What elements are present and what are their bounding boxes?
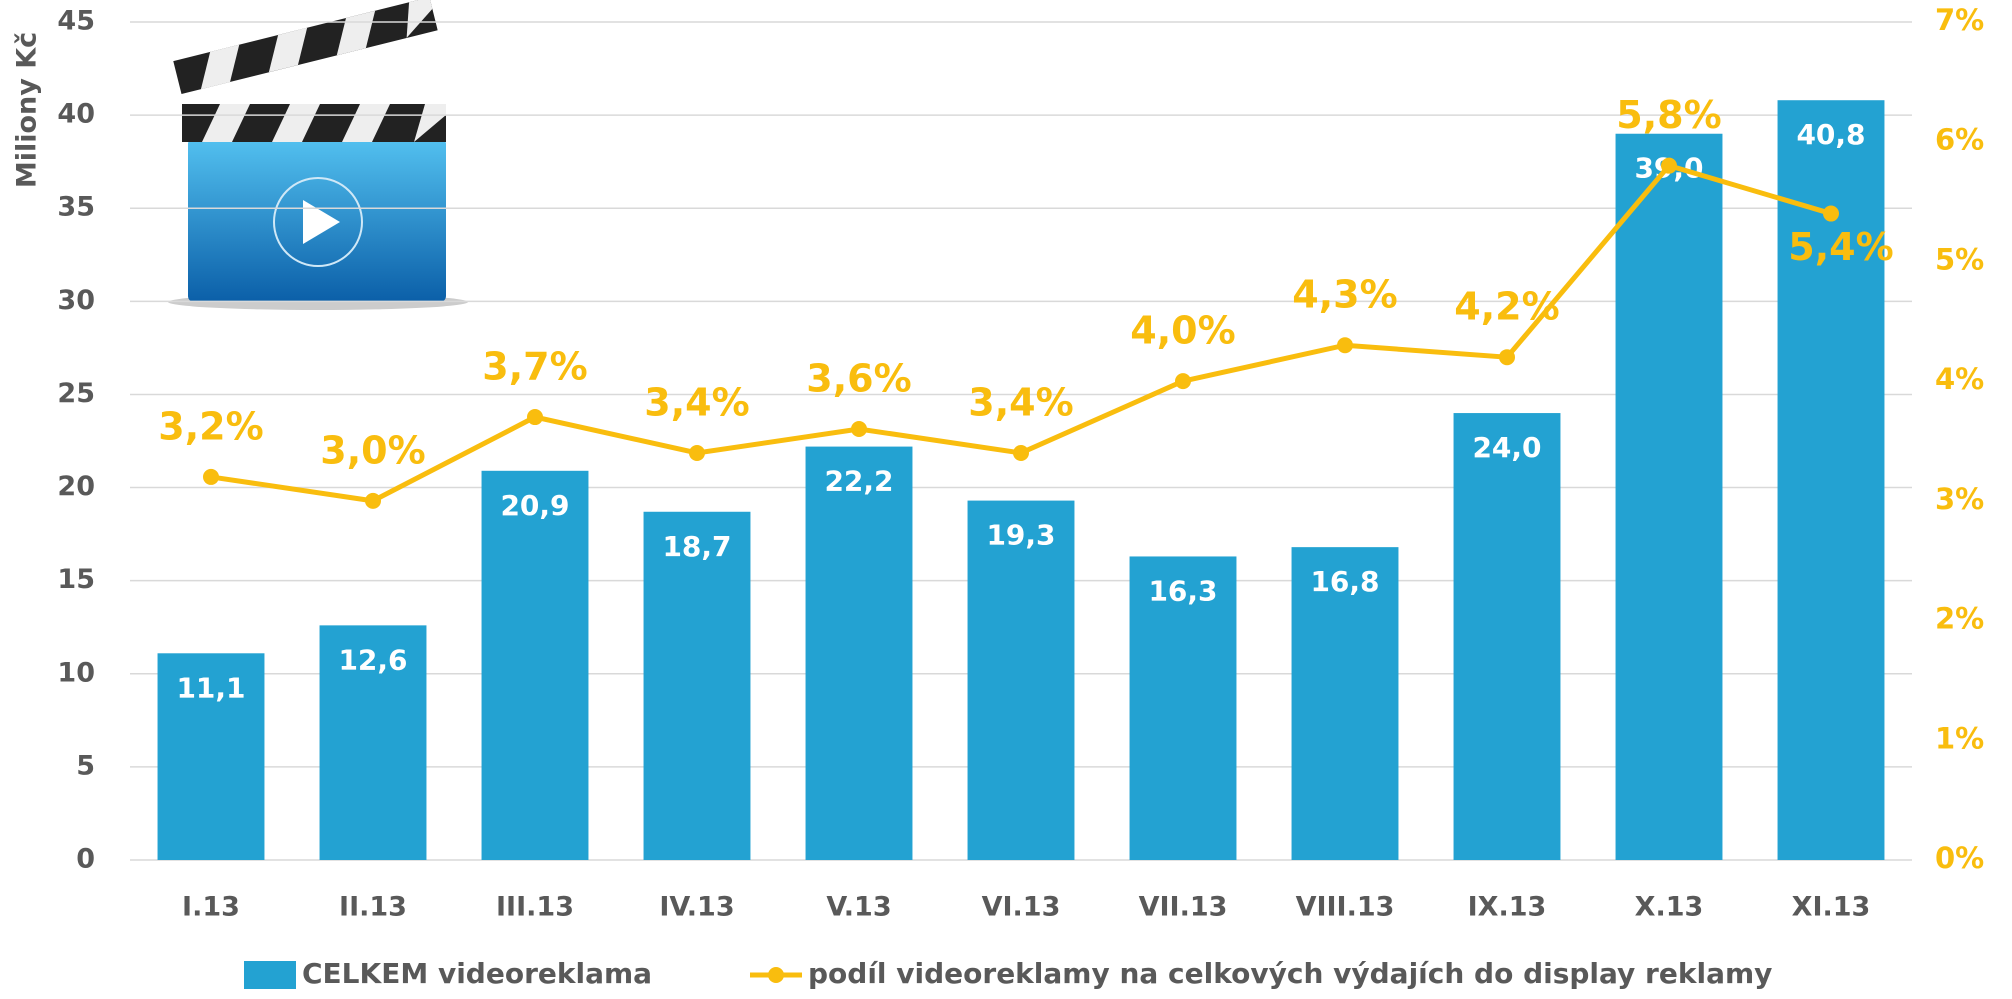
y-axis-label: Miliony Kč	[12, 32, 43, 188]
bar-value-label: 18,7	[662, 530, 731, 563]
line-value-label: 3,4%	[968, 380, 1073, 424]
y-tick-label: 5	[76, 750, 95, 781]
y-tick-label: 40	[57, 99, 95, 130]
bar-value-label: 40,8	[1796, 118, 1865, 151]
x-tick-label: V.13	[826, 892, 891, 923]
line-point	[203, 468, 219, 485]
bar-value-label: 19,3	[986, 519, 1055, 552]
x-tick-label: III.13	[496, 892, 574, 923]
line-point	[851, 421, 867, 438]
line-point	[1499, 349, 1515, 366]
line-value-label: 4,0%	[1130, 309, 1235, 353]
bar-value-label: 12,6	[338, 643, 407, 676]
legend-label: CELKEM videoreklama	[302, 957, 652, 990]
bar	[967, 500, 1075, 860]
x-tick-label: I.13	[182, 892, 240, 923]
y-tick-label: 0	[76, 844, 95, 875]
line-value-label: 4,2%	[1454, 285, 1559, 329]
line-value-label: 3,7%	[482, 345, 587, 389]
x-tick-label: XI.13	[1792, 892, 1871, 923]
y-tick-label: 45	[57, 6, 95, 37]
y-tick-label: 15	[57, 564, 95, 595]
x-tick-label: IX.13	[1468, 892, 1547, 923]
legend-label: podíl videoreklamy na celkových výdajích…	[808, 957, 1772, 990]
y2-tick-label: 1%	[1935, 721, 1984, 755]
line-point	[689, 444, 705, 461]
x-tick-label: VII.13	[1139, 892, 1228, 923]
bar	[805, 446, 913, 860]
bar	[157, 653, 265, 860]
y2-tick-label: 7%	[1935, 3, 1984, 37]
bar-value-label: 11,1	[176, 671, 245, 704]
x-tick-label: IV.13	[659, 892, 734, 923]
bar-value-label: 20,9	[500, 489, 569, 522]
x-tick-label: II.13	[339, 892, 407, 923]
bar-value-label: 24,0	[1472, 431, 1541, 464]
y-tick-label: 35	[57, 192, 95, 223]
line-point	[527, 409, 543, 426]
y2-tick-label: 2%	[1935, 602, 1984, 636]
y2-tick-label: 0%	[1935, 841, 1984, 875]
bar	[643, 511, 751, 860]
legend-swatch	[768, 967, 784, 983]
bar-value-label: 16,3	[1148, 574, 1217, 607]
line-value-label: 3,4%	[644, 380, 749, 424]
line-value-label: 3,0%	[320, 428, 425, 472]
x-tick-label: X.13	[1635, 892, 1704, 923]
line-value-label: 3,6%	[806, 357, 911, 401]
line-point	[1337, 337, 1353, 354]
line-point	[1823, 205, 1839, 222]
bar	[1777, 100, 1885, 861]
bar	[1291, 547, 1399, 860]
line-value-label: 5,4%	[1788, 225, 1893, 269]
y2-tick-label: 3%	[1935, 482, 1984, 516]
y2-tick-label: 4%	[1935, 362, 1984, 396]
line-point	[1661, 157, 1677, 174]
bar	[481, 470, 589, 860]
y-tick-label: 10	[57, 657, 95, 688]
bar	[1129, 556, 1237, 860]
x-tick-label: VI.13	[982, 892, 1061, 923]
line-point	[1013, 444, 1029, 461]
y-tick-label: 30	[57, 285, 95, 316]
line-value-label: 5,8%	[1616, 93, 1721, 137]
y-tick-label: 20	[57, 471, 95, 502]
bar	[319, 625, 427, 860]
bar	[1615, 133, 1723, 860]
line-value-label: 3,2%	[158, 404, 263, 448]
y2-tick-label: 5%	[1935, 242, 1984, 276]
line-value-label: 4,3%	[1292, 273, 1397, 317]
line-point	[1175, 373, 1191, 390]
y2-tick-label: 6%	[1935, 123, 1984, 157]
bar	[1453, 413, 1561, 860]
bar-value-label: 16,8	[1310, 565, 1379, 598]
bar-value-label: 22,2	[824, 465, 893, 498]
x-tick-label: VIII.13	[1296, 892, 1395, 923]
legend-swatch	[244, 961, 296, 989]
line-point	[365, 492, 381, 509]
clapperboard-icon	[168, 0, 468, 310]
y-tick-label: 25	[57, 378, 95, 409]
